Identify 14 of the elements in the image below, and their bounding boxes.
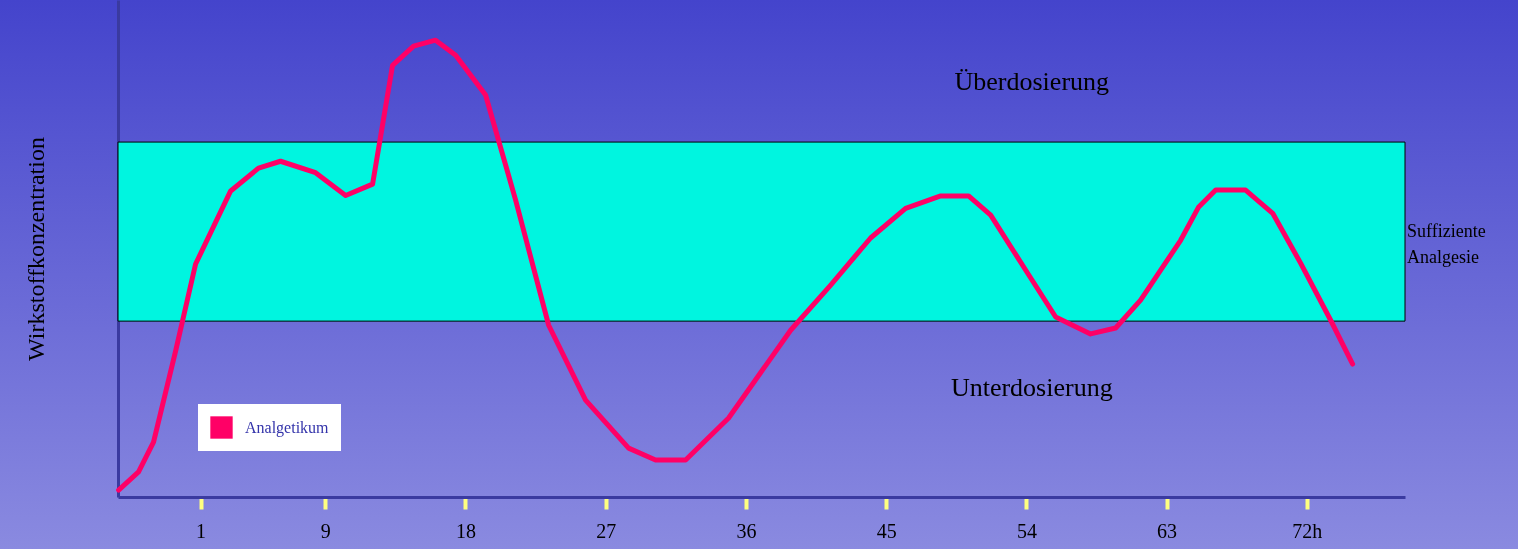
y-axis-title: Wirkstoffkonzentration: [22, 137, 49, 361]
x-tick-label: 1: [196, 519, 207, 542]
annotation: Überdosierung: [954, 67, 1110, 96]
legend-label: Analgetikum: [245, 418, 330, 437]
annotation: Unterdosierung: [950, 372, 1113, 402]
band-label: Suffiziente Analgesie: [1407, 220, 1486, 267]
x-tick-label: 63: [1157, 519, 1178, 542]
x-tick-label: 36: [736, 519, 757, 542]
x-tick-label: 45: [876, 519, 897, 542]
x-tick-label: 72h: [1292, 519, 1323, 542]
x-tick-label: 54: [1016, 519, 1037, 542]
x-tick-label: 9: [320, 519, 331, 542]
x-tick-label: 27: [596, 519, 617, 542]
x-tick-label: 18: [455, 519, 476, 542]
